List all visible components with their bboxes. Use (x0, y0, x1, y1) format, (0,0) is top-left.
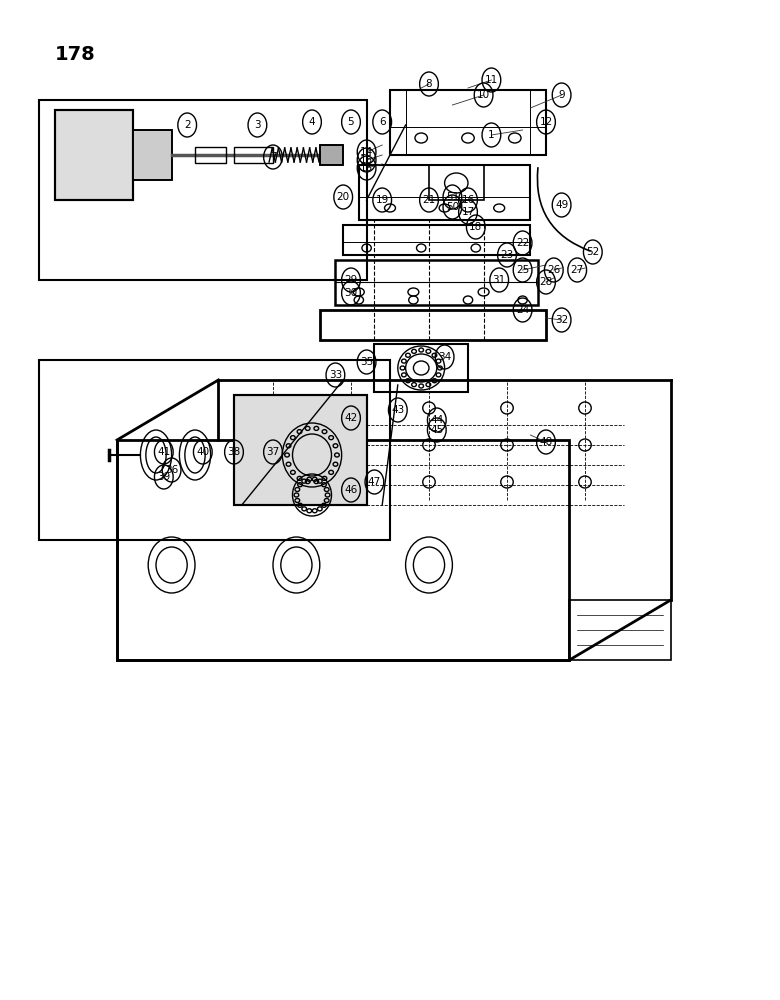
Text: 33: 33 (329, 370, 342, 380)
Text: 28: 28 (540, 277, 552, 287)
Text: 24: 24 (516, 305, 529, 315)
Text: 37: 37 (267, 447, 279, 457)
Text: 31: 31 (493, 275, 505, 285)
Text: 19: 19 (376, 195, 388, 205)
Bar (234, 395, 367, 505)
Text: 29: 29 (345, 275, 357, 285)
Bar (117, 440, 569, 660)
Bar (320, 145, 343, 165)
Text: 39: 39 (158, 472, 170, 482)
Text: 11: 11 (485, 75, 498, 85)
Text: 38: 38 (228, 447, 240, 457)
Bar (55, 110, 133, 200)
Bar (195, 147, 226, 163)
Text: 45: 45 (431, 425, 443, 435)
Bar (320, 310, 546, 340)
Text: 52: 52 (587, 247, 599, 257)
Text: 9: 9 (558, 90, 565, 100)
Text: 14: 14 (360, 147, 373, 157)
Text: 46: 46 (345, 485, 357, 495)
Text: 25: 25 (516, 265, 529, 275)
Text: 30: 30 (345, 288, 357, 298)
Text: 178: 178 (55, 45, 95, 64)
Bar (55, 110, 133, 200)
Text: 1: 1 (488, 130, 495, 140)
Text: 35: 35 (360, 357, 373, 367)
Bar (133, 130, 172, 180)
Text: 32: 32 (555, 315, 568, 325)
Text: 26: 26 (548, 265, 560, 275)
Text: 44: 44 (431, 415, 443, 425)
Text: 17: 17 (462, 207, 474, 217)
Bar (133, 130, 172, 180)
Text: 13: 13 (360, 163, 373, 173)
Text: 6: 6 (379, 117, 385, 127)
Bar (343, 225, 530, 255)
Text: 2: 2 (184, 120, 190, 130)
Text: 20: 20 (337, 192, 349, 202)
Text: 4: 4 (309, 117, 315, 127)
Text: 48: 48 (540, 437, 552, 447)
Text: 34: 34 (438, 352, 451, 362)
Bar (234, 395, 367, 505)
Text: 27: 27 (571, 265, 583, 275)
Bar (429, 165, 484, 200)
Bar (374, 344, 468, 392)
Text: 49: 49 (555, 200, 568, 210)
Text: 18: 18 (470, 222, 482, 232)
Text: 3: 3 (254, 120, 261, 130)
Text: 23: 23 (501, 250, 513, 260)
Text: 47: 47 (368, 477, 381, 487)
Text: 10: 10 (477, 90, 490, 100)
Text: 15: 15 (360, 155, 373, 165)
Text: 22: 22 (516, 238, 529, 248)
Text: 16: 16 (462, 195, 474, 205)
Text: 40: 40 (197, 447, 209, 457)
Text: 5: 5 (348, 117, 354, 127)
Text: 42: 42 (345, 413, 357, 423)
Bar (320, 145, 343, 165)
Bar (234, 147, 273, 163)
Bar (390, 90, 546, 155)
Text: 51: 51 (446, 192, 459, 202)
Text: 12: 12 (540, 117, 552, 127)
Bar (569, 600, 671, 660)
Text: 41: 41 (158, 447, 170, 457)
Text: 43: 43 (392, 405, 404, 415)
Text: 8: 8 (426, 79, 432, 89)
Text: 36: 36 (165, 465, 178, 475)
Text: 21: 21 (423, 195, 435, 205)
Text: 7: 7 (270, 152, 276, 162)
Bar (359, 165, 530, 220)
Text: 50: 50 (446, 202, 459, 212)
Bar (335, 260, 538, 305)
